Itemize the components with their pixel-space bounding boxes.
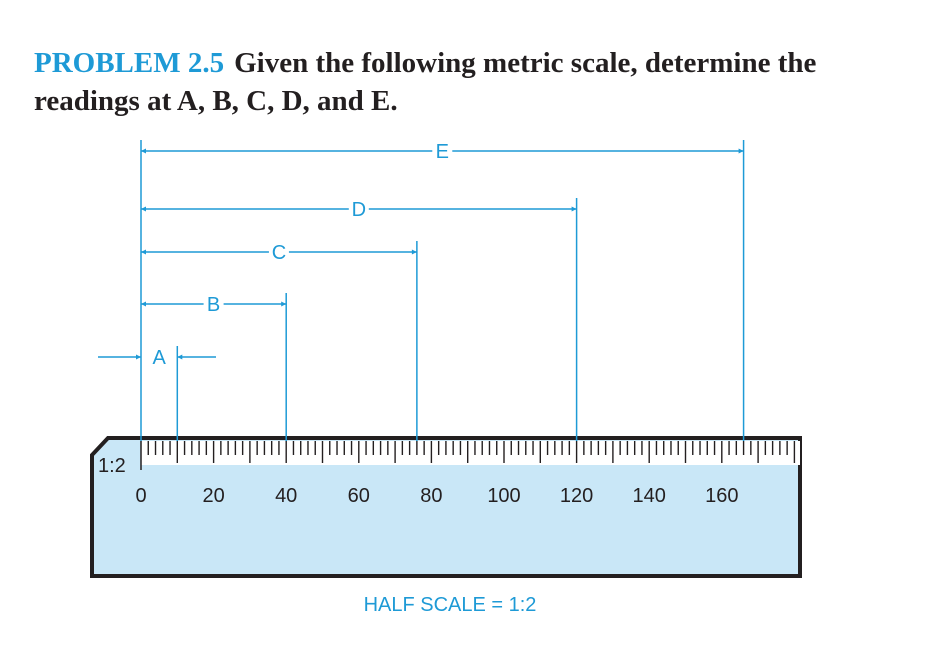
scale-tick-strip	[141, 441, 800, 465]
dimension-lines: A B C D E	[98, 140, 745, 441]
scale-number: 20	[202, 485, 224, 507]
scale-caption: HALF SCALE = 1:2	[364, 594, 537, 616]
scale-number: 140	[633, 485, 666, 507]
scale-number: 60	[348, 485, 370, 507]
dimension-label-e: E	[436, 141, 449, 163]
dimension-label-b: B	[207, 294, 220, 316]
dimension-label-d: D	[352, 199, 366, 221]
scale-number: 100	[487, 485, 520, 507]
problem-text: Given the following metric scale, determ…	[34, 47, 817, 117]
scale-number: 40	[275, 485, 297, 507]
scale-number: 160	[705, 485, 738, 507]
problem-label: PROBLEM 2.5	[34, 47, 225, 79]
scale-numbers: 0 20 40 60 80 100 120 140 160	[135, 485, 738, 507]
dimension-label-c: C	[272, 242, 286, 264]
scale-ticks	[147, 441, 796, 463]
scale-ratio-label: 1:2	[98, 455, 126, 477]
scale-number: 120	[560, 485, 593, 507]
scale-number: 0	[135, 485, 146, 507]
scale-body	[90, 436, 802, 578]
scale-number: 80	[420, 485, 442, 507]
problem-statement: PROBLEM 2.5 Given the following metric sc…	[34, 44, 914, 120]
dimension-label-a: A	[152, 347, 166, 369]
